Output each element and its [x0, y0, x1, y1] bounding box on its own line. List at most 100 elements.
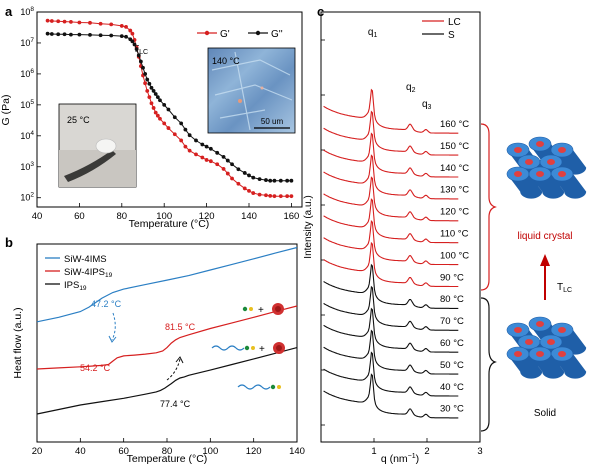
legend-g-prime: G' — [220, 29, 230, 40]
a-data-point — [200, 142, 205, 147]
c-temp-label: 160 °C — [440, 119, 469, 130]
a-data-point — [278, 194, 283, 199]
b-xtick-label: 100 — [202, 446, 218, 457]
c-series-curve — [323, 307, 459, 353]
c-xtick-label: 2 — [424, 446, 429, 457]
cylinder-core — [558, 147, 566, 153]
c-series-curve — [323, 351, 459, 397]
a-data-point — [138, 59, 143, 64]
a-data-point — [49, 32, 54, 36]
panel-a-xlabel: Temperature (°C) — [129, 218, 210, 230]
c-temp-label: 100 °C — [440, 250, 469, 261]
a-data-point — [143, 72, 148, 76]
c-temp-label: 150 °C — [440, 141, 469, 152]
legend-ips19: IPS19 — [64, 280, 87, 292]
sample-disc — [95, 138, 117, 154]
schematic: liquid crystal TLC Solid — [506, 136, 587, 419]
panel-a-ylabel: G (Pa) — [0, 95, 12, 126]
a-data-point — [147, 95, 152, 100]
a-data-point — [242, 186, 247, 191]
b-series-line — [36, 246, 298, 323]
a-data-point — [130, 39, 135, 44]
a-data-point — [278, 178, 283, 183]
inset-photo-25c: 25 °C — [58, 103, 137, 188]
a-data-point — [172, 132, 177, 137]
a-data-point — [251, 175, 256, 180]
legend-siw-4ims: SiW-4IMS — [64, 254, 107, 265]
panel-b-series — [36, 246, 298, 415]
a-data-point — [242, 171, 247, 175]
a-xtick-label: 80 — [117, 211, 128, 222]
inset-micrograph-140c: 140 °C 50 um — [207, 47, 296, 134]
arrow-label: TLC — [557, 282, 572, 294]
panel-c-axes-frame — [320, 11, 481, 443]
cylinder-core — [547, 159, 555, 165]
c-series-curve — [323, 329, 459, 375]
panel-b-letter: b — [5, 235, 13, 250]
b-xtick-label: 120 — [246, 446, 262, 457]
a-data-point — [230, 162, 234, 167]
a-xtick-label: 60 — [74, 211, 85, 222]
c-series-curve — [323, 373, 459, 419]
b-xtick-label: 60 — [118, 446, 129, 457]
a-data-point — [272, 194, 277, 199]
annot-81-5: 81.5 °C — [165, 322, 196, 332]
panel-a-ticks: 40 60 80 100 120 140 160 102 103 104 105 106 107 108 — [20, 6, 299, 222]
a-data-point — [134, 47, 139, 52]
a-data-point — [128, 28, 133, 33]
a-data-point — [77, 32, 82, 37]
c-temp-label: 80 °C — [440, 294, 464, 305]
a-data-point — [179, 138, 184, 143]
b-xtick-label: 40 — [75, 446, 86, 457]
a-data-point — [119, 34, 124, 39]
c-series-curve — [323, 176, 459, 222]
a-data-point — [187, 148, 192, 153]
inset-photo-label: 25 °C — [67, 115, 90, 125]
svg-text:+: + — [258, 305, 264, 316]
a-data-point — [145, 89, 150, 93]
c-series-curve — [323, 154, 459, 200]
a-data-point — [225, 171, 230, 176]
a-data-point — [162, 102, 167, 107]
cylinder-core — [536, 351, 544, 357]
panel-c-legend: LC S — [422, 17, 461, 41]
b-xtick-label: 140 — [289, 446, 305, 457]
a-data-point — [119, 24, 124, 28]
annot-77-4: 77.4 °C — [160, 399, 191, 409]
a-data-point — [151, 106, 156, 110]
a-data-point — [166, 107, 171, 112]
a-data-point — [183, 144, 188, 149]
a-data-point — [149, 85, 154, 90]
a-ytick-label: 106 — [20, 68, 34, 79]
cylinder-core — [558, 327, 566, 333]
a-data-point — [257, 192, 262, 197]
a-data-point — [158, 98, 162, 103]
panel-a-letter: a — [5, 4, 13, 19]
a-data-point — [268, 193, 273, 198]
a-data-point — [69, 20, 73, 24]
c-temp-label: 110 °C — [440, 229, 469, 240]
a-data-point — [49, 19, 54, 23]
panel-c-ticks: 1 2 3 — [321, 39, 483, 457]
a-data-point — [221, 154, 226, 159]
legend-lc: LC — [448, 17, 461, 28]
a-data-point — [56, 19, 61, 24]
c-xtick-label: 1 — [371, 446, 376, 457]
a-data-point — [136, 53, 141, 58]
a-data-point — [285, 194, 290, 199]
a-data-point — [264, 178, 268, 182]
molecule-icon-ips19-plus-polyoxometalate: + — [211, 342, 285, 355]
a-data-point — [88, 33, 92, 37]
b-series-line — [36, 347, 298, 415]
a-data-point — [230, 176, 234, 181]
cylinder-core — [547, 339, 555, 345]
a-data-point — [149, 101, 154, 106]
a-xtick-label: 40 — [32, 211, 43, 222]
a-data-point — [236, 181, 241, 186]
a-data-point — [289, 194, 294, 199]
a-data-point — [141, 65, 145, 70]
a-data-point — [208, 146, 213, 151]
annot-47-2: 47.2 °C — [91, 299, 122, 309]
c-temp-label: 140 °C — [440, 163, 469, 174]
a-xtick-label: 140 — [241, 211, 257, 222]
